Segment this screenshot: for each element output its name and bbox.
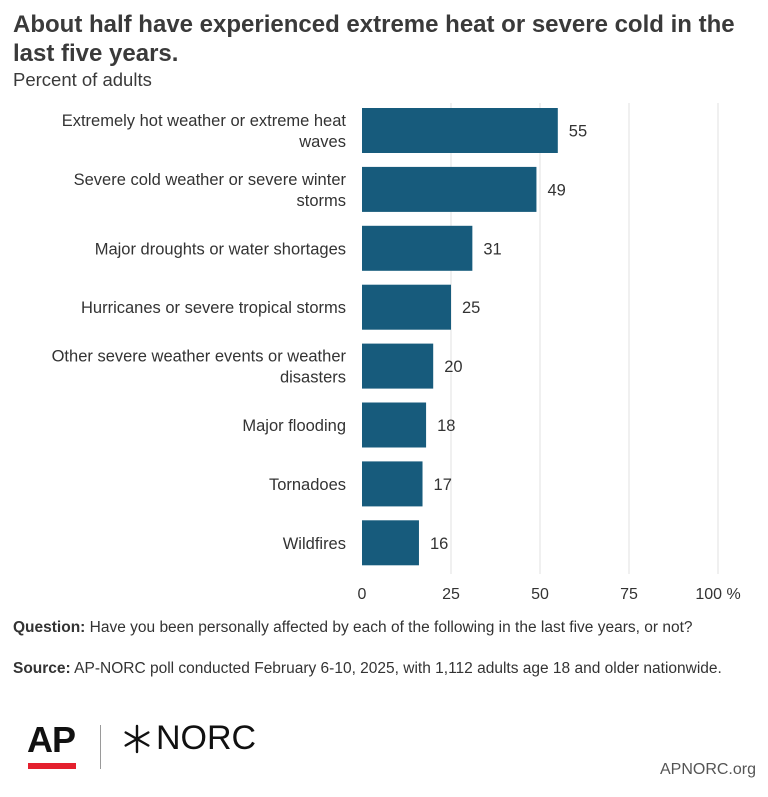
value-label: 25 <box>462 299 480 317</box>
bar <box>362 108 558 153</box>
ap-logo: AP <box>27 719 76 760</box>
question-note: Question: Have you been personally affec… <box>13 618 753 638</box>
bar <box>362 402 427 448</box>
source-label: Source: <box>13 660 71 677</box>
bar <box>362 520 419 566</box>
value-label: 49 <box>547 181 565 199</box>
category-label: Wildfires <box>283 535 346 553</box>
value-labels: 55 49 31 25 20 18 17 16 <box>430 123 587 553</box>
bar <box>362 343 434 389</box>
question-label: Question: <box>13 619 86 636</box>
x-tick-label: 25 <box>442 586 460 603</box>
chart-subtitle: Percent of adults <box>13 69 152 90</box>
ap-logo-underline <box>28 763 76 769</box>
value-label: 18 <box>437 417 455 435</box>
value-label: 16 <box>430 535 448 553</box>
norc-logo: NORC <box>122 719 256 758</box>
site-url: APNORC.org <box>659 761 756 778</box>
category-label: Hurricanes or severe tropical storms <box>81 299 346 317</box>
norc-logo-text: NORC <box>156 719 257 757</box>
category-labels: Extremely hot weather or extreme heat wav… <box>52 112 347 553</box>
x-axis-ticks: 0 25 50 75 100 % <box>358 586 741 603</box>
bar <box>362 166 537 212</box>
bar <box>362 461 423 507</box>
category-label: Major droughts or water shortages <box>95 240 346 258</box>
bars <box>362 108 558 566</box>
chart-title: About half have experienced extreme heat… <box>13 11 735 67</box>
category-label: Extremely hot weather or extreme heat wav… <box>62 112 347 151</box>
bar-chart: Extremely hot weather or extreme heat wav… <box>52 103 741 603</box>
norc-star-icon <box>124 724 150 753</box>
value-label: 31 <box>483 240 501 258</box>
value-label: 55 <box>569 123 587 141</box>
logo-divider <box>100 725 101 769</box>
value-label: 17 <box>434 476 452 494</box>
x-tick-label: 0 <box>358 586 367 603</box>
source-note: Source: AP-NORC poll conducted February … <box>13 659 753 679</box>
bar <box>362 225 473 271</box>
x-tick-label: 100 % <box>695 586 740 603</box>
question-text: Have you been personally affected by eac… <box>85 619 693 636</box>
x-tick-label: 75 <box>620 586 638 603</box>
category-label: Major flooding <box>242 417 346 435</box>
bar <box>362 284 451 330</box>
source-text: AP-NORC poll conducted February 6-10, 20… <box>70 660 722 677</box>
value-label: 20 <box>444 358 462 376</box>
category-label: Tornadoes <box>269 476 346 494</box>
category-label: Severe cold weather or severe winter stor… <box>74 171 347 210</box>
category-label: Other severe weather events or weather di… <box>52 348 347 387</box>
x-tick-label: 50 <box>531 586 549 603</box>
